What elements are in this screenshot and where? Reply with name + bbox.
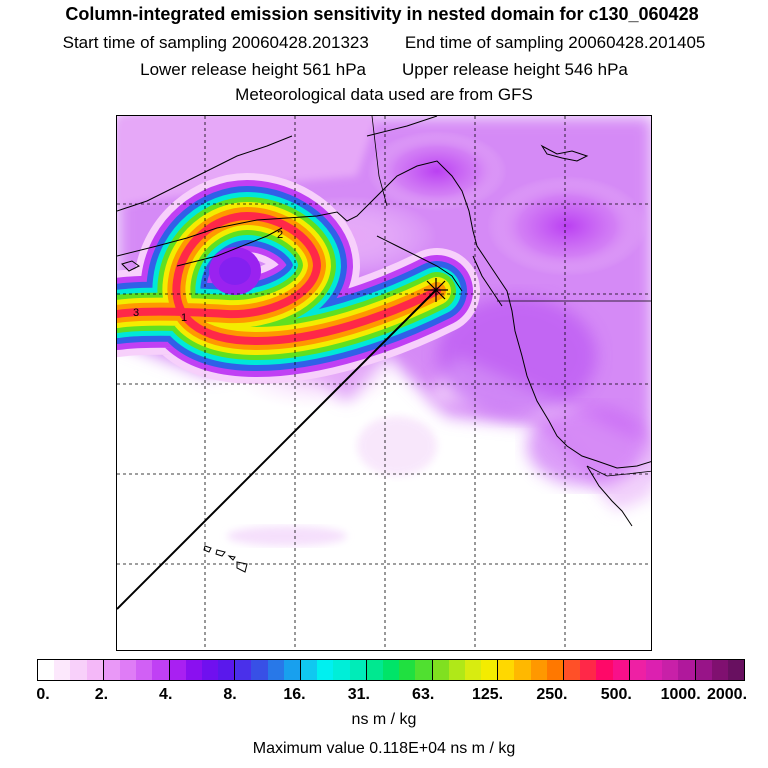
colorbar-segment <box>333 660 350 680</box>
colorbar-tick-label: 1000. <box>660 686 701 703</box>
colorbar-segment <box>645 660 663 680</box>
colorbar-segment <box>481 660 498 680</box>
colorbar-segment <box>399 660 416 680</box>
political-borders <box>371 116 651 477</box>
colorbar-segment <box>694 660 712 680</box>
colorbar-segment <box>283 660 300 680</box>
plume-label-1: 1 <box>181 312 187 324</box>
colorbar-tick-labels: 0. 2. 4. 8. 16. 31. 63. 125. 250. 500. 1000. 2000. <box>0 686 768 706</box>
colorbar-segment <box>234 660 252 680</box>
lower-release-label: Lower release height 561 hPa <box>140 60 366 79</box>
plume <box>117 172 480 385</box>
colorbar-segment <box>119 660 137 680</box>
colorbar-tick-label: 63. <box>412 686 435 703</box>
colorbar-tick-label: 2000. <box>706 686 748 703</box>
colorbar-segment <box>546 660 563 680</box>
colorbar-segment <box>678 660 695 680</box>
colorbar-segment <box>711 660 728 680</box>
plume-label-2: 2 <box>277 229 283 241</box>
colorbar-tick-label: 8. <box>223 686 237 703</box>
colorbar-segment <box>727 660 745 680</box>
colorbar-segment <box>168 660 186 680</box>
release-point-icon <box>424 278 448 302</box>
colorbar-segment <box>54 660 71 680</box>
graticule <box>117 116 651 650</box>
colorbar-segment <box>596 660 613 680</box>
colorbar-segment <box>218 660 235 680</box>
colorbar-segment <box>365 660 383 680</box>
maximum-value-label: Maximum value 0.118E+04 ns m / kg <box>252 740 516 757</box>
colorbar-segment <box>136 660 153 680</box>
colorbar-segment <box>580 660 597 680</box>
colorbar-segment <box>563 660 581 680</box>
colorbar-segment <box>300 660 318 680</box>
colorbar <box>37 659 745 681</box>
sampling-time-row: Start time of sampling 20060428.201323 En… <box>0 33 768 53</box>
colorbar-segment <box>415 660 432 680</box>
colorbar-segment <box>514 660 531 680</box>
colorbar-tick-label: 4. <box>159 686 173 703</box>
colorbar-segment <box>464 660 482 680</box>
end-time-label: End time of sampling 20060428.201405 <box>404 33 706 52</box>
met-data-label: Meteorological data used are from GFS <box>235 85 533 104</box>
colorbar-tick-label: 2. <box>94 686 109 703</box>
trajectory-line <box>117 289 437 610</box>
plume-label-3: 3 <box>133 307 139 319</box>
colorbar-segment <box>497 660 515 680</box>
colorbar-segment <box>185 660 202 680</box>
colorbar-segment <box>431 660 449 680</box>
colorbar-segment <box>448 660 465 680</box>
release-height-row: Lower release height 561 hPa Upper releas… <box>0 60 768 80</box>
start-time-label: Start time of sampling 20060428.201323 <box>62 33 369 52</box>
colorbar-segment <box>382 660 400 680</box>
colorbar-segment <box>612 660 629 680</box>
colorbar-tick-label: 125. <box>471 686 504 703</box>
colorbar-segment <box>530 660 547 680</box>
colorbar-tick-label: 500. <box>600 686 632 703</box>
colorbar-segment <box>349 660 366 680</box>
colorbar-segment <box>267 660 284 680</box>
upper-release-label: Upper release height 546 hPa <box>402 60 628 79</box>
map-canvas: 3 1 2 <box>117 116 651 650</box>
colorbar-segment <box>70 660 87 680</box>
page-title: Column-integrated emission sensitivity i… <box>65 4 699 24</box>
colorbar-tick-label: 250. <box>536 686 568 703</box>
colorbar-units: ns m / kg <box>351 711 417 728</box>
colorbar-segment <box>628 660 646 680</box>
colorbar-segment <box>38 660 55 680</box>
colorbar-tick-label: 16. <box>283 686 306 703</box>
colorbar-tick-label: 0. <box>36 686 50 703</box>
coastlines <box>117 116 651 527</box>
colorbar-segment <box>86 660 103 680</box>
colorbar-segment <box>102 660 120 680</box>
colorbar-segment <box>201 660 219 680</box>
colorbar-segment <box>251 660 268 680</box>
colorbar-tick-label: 31. <box>347 686 370 703</box>
hawaii-islands <box>203 545 248 573</box>
colorbar-segment <box>317 660 334 680</box>
colorbar-segment <box>662 660 679 680</box>
sensitivity-map: 3 1 2 <box>116 115 652 651</box>
colorbar-segment <box>152 660 169 680</box>
